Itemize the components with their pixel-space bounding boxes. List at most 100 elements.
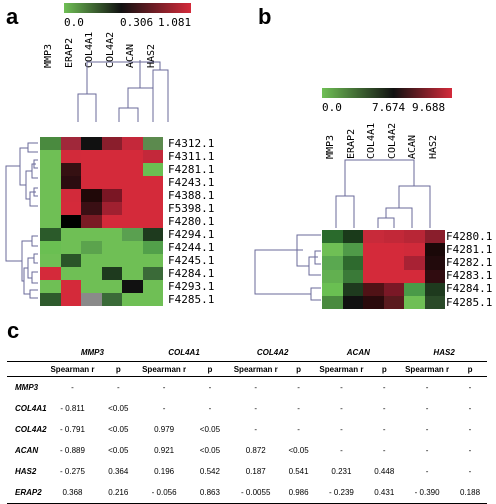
spearman-r-cell: - 0.0055 xyxy=(229,482,282,504)
heatmap-cell xyxy=(363,296,384,310)
spearman-r-cell: 0.368 xyxy=(46,482,99,504)
p-value-cell: <0.05 xyxy=(199,446,221,455)
p-value-cell: <0.05 xyxy=(108,446,129,455)
heatmap-cell xyxy=(101,293,122,306)
heatmap-cell xyxy=(404,230,425,244)
heatmap-cell xyxy=(122,254,143,267)
table-gene-header-row: MMP3 COL4A1 COL4A2 ACAN HAS2 xyxy=(7,344,487,362)
column-label: MMP3 xyxy=(43,43,55,68)
table-sub-header-row: Spearman r p Spearman r p Spearman r p S… xyxy=(7,361,487,377)
sub-header-p: p xyxy=(367,361,402,377)
p-value-cell: <0.05 xyxy=(199,425,221,434)
row-label: F4285.1 xyxy=(168,292,215,306)
heatmap-cell xyxy=(81,228,102,241)
sub-header-spearman: Spearman r xyxy=(229,361,282,377)
row-gene-name: ACAN xyxy=(15,446,39,455)
heatmap-cell xyxy=(142,254,163,267)
heatmap-cell xyxy=(383,269,404,283)
heatmap-cell xyxy=(342,256,363,270)
heatmap-cell xyxy=(81,202,102,215)
p-value-cell: 0.364 xyxy=(108,467,129,476)
p-value-cell: 0.541 xyxy=(288,467,309,476)
heatmap-cell xyxy=(322,269,343,283)
row-gene-name: HAS2 xyxy=(15,467,37,476)
p-value-cell: - xyxy=(468,383,472,392)
row-label: F4284.1 xyxy=(446,282,493,296)
heatmap-cell xyxy=(342,296,363,310)
heatmap-cell xyxy=(322,243,343,257)
row-label: F4283.1 xyxy=(446,269,493,283)
heatmap-cell xyxy=(81,176,102,189)
p-value-cell: 0.431 xyxy=(367,482,402,504)
spearman-r-cell: - xyxy=(425,383,429,392)
heatmap-cell xyxy=(40,163,61,176)
row-label: F4311.1 xyxy=(168,149,215,163)
heatmap-cell xyxy=(122,267,143,280)
heatmap-cell xyxy=(363,243,384,257)
heatmap-cell xyxy=(81,254,102,267)
spearman-r-cell: - 0.811 xyxy=(60,404,85,413)
colorbar-a-mid: 0.306 xyxy=(120,16,154,29)
row-label: F5398.1 xyxy=(168,201,215,215)
heatmap-cell xyxy=(81,280,102,293)
spearman-r-cell: - xyxy=(425,425,429,434)
heatmap-cell xyxy=(60,150,81,163)
heatmap-cell xyxy=(142,150,163,163)
heatmap-cell xyxy=(122,189,143,202)
row-label: F4312.1 xyxy=(168,136,215,150)
row-label: F4281.1 xyxy=(446,242,493,256)
heatmap-a-column-dendrogram xyxy=(77,60,169,122)
p-value-cell: - xyxy=(208,383,212,392)
heatmap-cell xyxy=(142,137,163,150)
heatmap-cell xyxy=(122,202,143,215)
heatmap-cell xyxy=(40,293,61,306)
p-value-cell: - xyxy=(297,404,300,413)
heatmap-cell xyxy=(424,243,445,257)
heatmap-cell xyxy=(383,296,404,310)
gene-header-col4a1: COL4A1 xyxy=(138,344,230,362)
spearman-r-cell: - xyxy=(340,446,343,455)
sub-header-spearman: Spearman r xyxy=(138,361,191,377)
heatmap-cell xyxy=(322,282,343,296)
spearman-r-cell: - xyxy=(162,404,166,413)
p-value-cell: - xyxy=(116,383,120,392)
heatmap-cell xyxy=(342,269,363,283)
spearman-r-cell: - xyxy=(254,383,258,392)
p-value-cell: 0.986 xyxy=(281,482,316,504)
heatmap-cell xyxy=(424,256,445,270)
heatmap-cell xyxy=(40,267,61,280)
spearman-r-cell: 0.872 xyxy=(245,446,266,455)
heatmap-cell xyxy=(322,230,343,244)
gene-header-col4a2: COL4A2 xyxy=(229,344,316,362)
p-value-cell: - xyxy=(382,383,386,392)
p-value-cell: - xyxy=(468,404,472,413)
heatmap-cell xyxy=(424,296,445,310)
heatmap-cell xyxy=(424,282,445,296)
heatmap-cell xyxy=(101,254,122,267)
column-label: MMP3 xyxy=(325,134,337,159)
spearman-r-cell: - xyxy=(340,425,343,434)
gene-header-mmp3: MMP3 xyxy=(46,344,139,362)
colorbar-b-max: 9.688 xyxy=(412,101,446,114)
heatmap-b-column-dendrogram xyxy=(335,159,431,228)
heatmap-cell xyxy=(404,296,425,310)
column-label: ACAN xyxy=(407,134,419,159)
heatmap-cell xyxy=(60,215,81,228)
heatmap-cell xyxy=(122,228,143,241)
p-value-cell: <0.05 xyxy=(108,425,129,434)
heatmap-cell xyxy=(142,189,163,202)
heatmap-cell xyxy=(322,296,343,310)
heatmap-cell xyxy=(383,256,404,270)
p-value-cell: <0.05 xyxy=(288,446,309,455)
heatmap-cell xyxy=(424,269,445,283)
spearman-r-cell: - 0.239 xyxy=(315,482,368,504)
heatmap-cell xyxy=(40,150,61,163)
row-gene-name: ERAP2 xyxy=(7,482,47,504)
p-value-cell: - xyxy=(382,404,386,413)
heatmap-cell xyxy=(383,282,404,296)
column-label: COL4A2 xyxy=(386,122,398,159)
row-label: F4245.1 xyxy=(168,253,215,267)
heatmap-cell xyxy=(81,293,102,306)
p-value-cell: <0.05 xyxy=(108,404,129,413)
heatmap-cell xyxy=(342,282,363,296)
